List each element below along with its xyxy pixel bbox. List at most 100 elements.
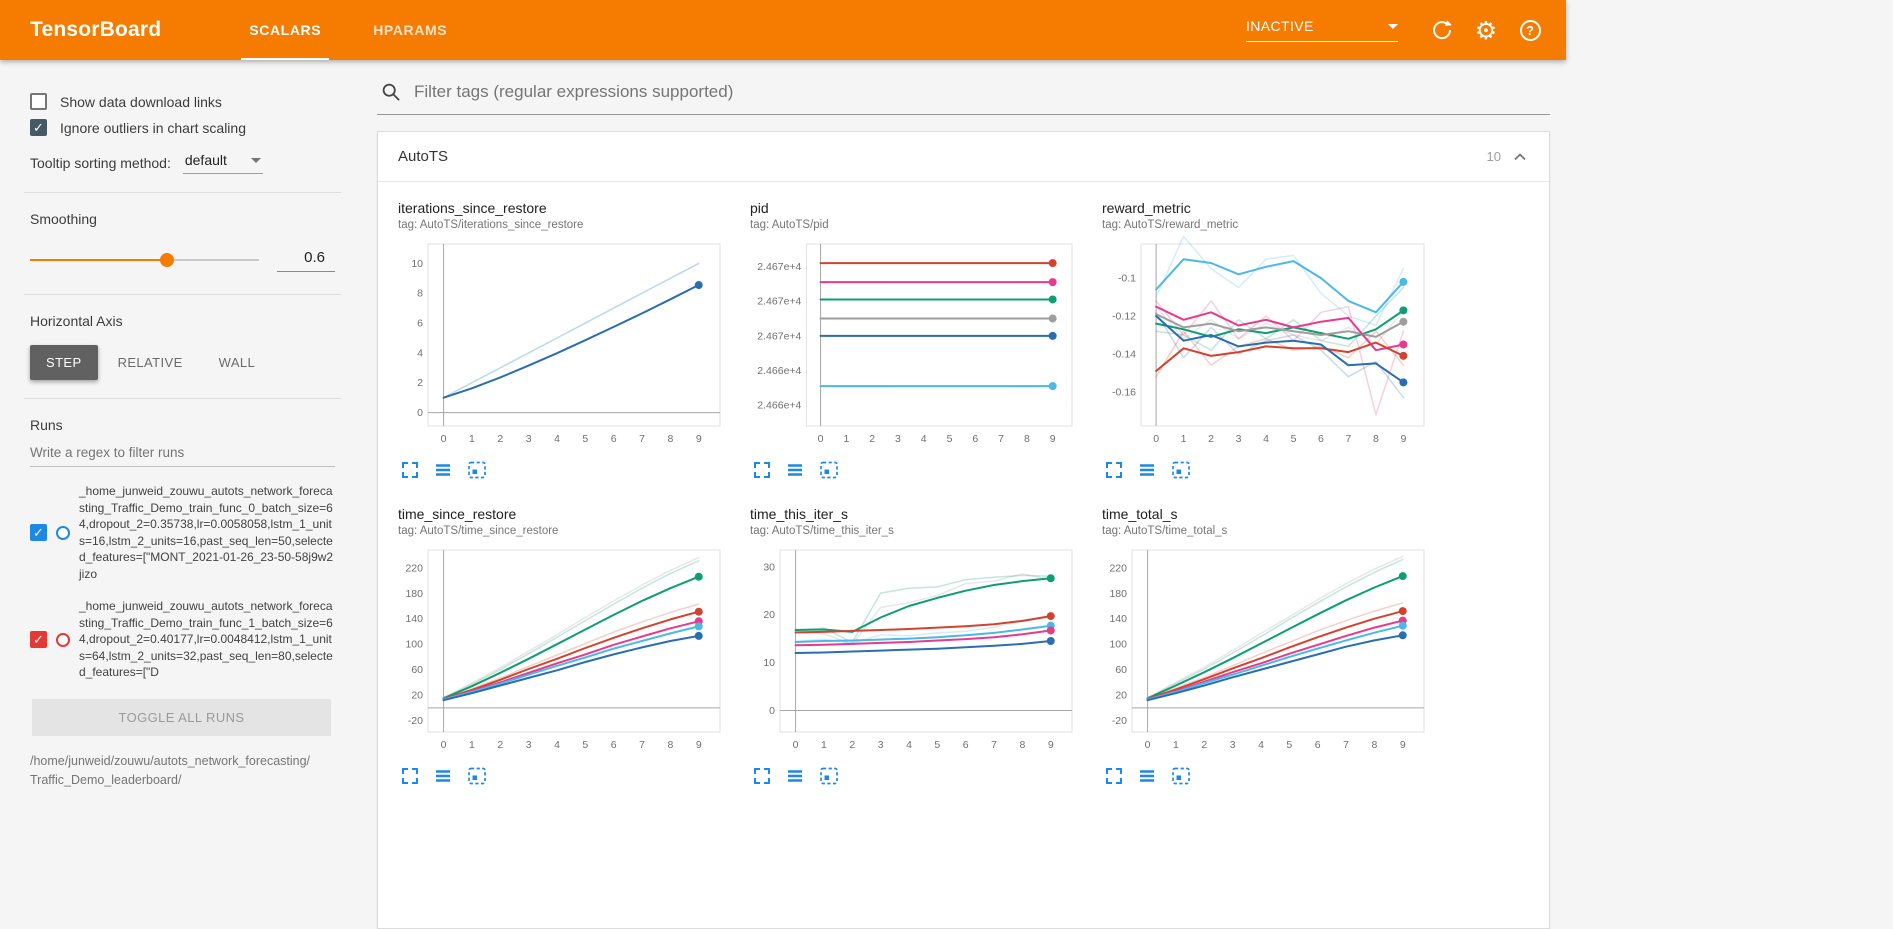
chart-tag: tag: AutoTS/time_this_iter_s: [750, 525, 894, 537]
help-button[interactable]: ?: [1516, 16, 1544, 44]
svg-text:1: 1: [1181, 433, 1187, 445]
svg-text:4: 4: [554, 433, 560, 445]
svg-text:7: 7: [991, 739, 997, 751]
toggle-y-axis-button[interactable]: [1137, 766, 1157, 786]
chart-plot-time_since_restore[interactable]: 220 180 140 100 60 20 -20 0 1 2 3 4 5 6 7 8 9: [398, 542, 728, 758]
toggle-y-axis-button[interactable]: [433, 460, 453, 480]
fit-domain-button[interactable]: [818, 766, 840, 786]
svg-text:8: 8: [1019, 739, 1025, 751]
smoothing-slider[interactable]: [30, 252, 259, 267]
chart-grid: iterations_since_restore tag: AutoTS/iter…: [378, 182, 1549, 794]
svg-text:0: 0: [1153, 433, 1159, 445]
toggle-y-axis-button[interactable]: [1137, 460, 1157, 480]
svg-text:7: 7: [1346, 433, 1352, 445]
toggle-y-axis-button[interactable]: [433, 766, 453, 786]
expand-icon: [402, 462, 418, 478]
svg-text:2.466e+4: 2.466e+4: [757, 365, 801, 377]
run-radio[interactable]: [56, 632, 70, 647]
toggle-y-axis-button[interactable]: [785, 460, 805, 480]
chart-card-time_this_iter_s: time_this_iter_s tag: AutoTS/time_this_it…: [742, 506, 1094, 786]
expand-icon: [1106, 768, 1122, 784]
run-radio[interactable]: [56, 525, 70, 540]
svg-text:-0.12: -0.12: [1112, 311, 1136, 323]
tag-filter-row: [377, 72, 1550, 115]
expand-chart-button[interactable]: [752, 460, 772, 480]
chart-toolbar: [400, 460, 734, 480]
fit-domain-icon: [468, 461, 486, 479]
expand-chart-button[interactable]: [1104, 460, 1124, 480]
toggle-all-runs-button[interactable]: TOGGLE ALL RUNS: [32, 699, 331, 737]
chart-tag: tag: AutoTS/reward_metric: [1102, 219, 1239, 231]
smoothing-slider-thumb[interactable]: [160, 252, 175, 267]
chart-title: pid: [750, 200, 769, 216]
run-checkbox[interactable]: ✓: [30, 524, 47, 542]
chart-card-time_since_restore: time_since_restore tag: AutoTS/time_since…: [390, 506, 742, 786]
expand-chart-button[interactable]: [752, 766, 772, 786]
svg-text:4: 4: [1263, 433, 1269, 445]
chart-plot-pid[interactable]: 2.467e+4 2.467e+4 2.467e+4 2.466e+4 2.466e+4…: [750, 236, 1080, 452]
svg-text:2.467e+4: 2.467e+4: [757, 261, 801, 273]
svg-text:0: 0: [769, 705, 775, 717]
chart-title: time_since_restore: [398, 506, 517, 522]
ignore-outliers-checkbox[interactable]: ✓ Ignore outliers in chart scaling: [30, 119, 335, 136]
svg-text:5: 5: [1286, 739, 1292, 751]
svg-text:220: 220: [405, 562, 423, 574]
chart-card-iterations_since_restore: iterations_since_restore tag: AutoTS/iter…: [390, 200, 742, 480]
collapse-section-button[interactable]: [1511, 148, 1529, 166]
chart-plot-reward_metric[interactable]: -0.1 -0.12 -0.14 -0.16 0 1 2 3 4 5 6 7 8 9: [1102, 236, 1432, 452]
show-download-links-checkbox[interactable]: Show data download links: [30, 93, 335, 110]
tooltip-sorting-select[interactable]: default: [182, 152, 263, 174]
tab-scalars[interactable]: SCALARS: [223, 0, 347, 60]
toggle-y-axis-button[interactable]: [785, 766, 805, 786]
run-checkbox[interactable]: ✓: [30, 631, 47, 649]
svg-text:1: 1: [843, 433, 849, 445]
expand-icon: [402, 768, 418, 784]
svg-text:2: 2: [849, 739, 855, 751]
svg-text:3: 3: [1236, 433, 1242, 445]
fit-domain-button[interactable]: [818, 460, 840, 480]
tab-hparams[interactable]: HPARAMS: [373, 22, 448, 38]
axis-wall-button[interactable]: WALL: [203, 345, 272, 380]
runs-filter-input[interactable]: [30, 437, 335, 467]
svg-text:2.467e+4: 2.467e+4: [757, 296, 801, 308]
horizontal-lines-icon: [436, 464, 450, 476]
smoothing-value-input[interactable]: [277, 247, 335, 272]
run-name: _home_junweid_zouwu_autots_network_forec…: [79, 599, 333, 680]
svg-text:0: 0: [1145, 739, 1151, 751]
expand-chart-button[interactable]: [1104, 766, 1124, 786]
svg-text:2: 2: [869, 433, 875, 445]
chart-title: iterations_since_restore: [398, 200, 547, 216]
svg-text:9: 9: [1048, 739, 1054, 751]
fit-domain-button[interactable]: [1170, 460, 1192, 480]
expand-chart-button[interactable]: [400, 460, 420, 480]
chart-plot-time_total_s[interactable]: 220 180 140 100 60 20 -20 0 1 2 3 4 5 6 7 8 9: [1102, 542, 1432, 758]
fit-domain-button[interactable]: [1170, 766, 1192, 786]
main-tabs: SCALARS HPARAMS: [223, 0, 473, 60]
expand-chart-button[interactable]: [400, 766, 420, 786]
horizontal-lines-icon: [1140, 464, 1154, 476]
help-icon: ?: [1519, 19, 1541, 41]
tag-filter-input[interactable]: [414, 82, 1546, 102]
refresh-button[interactable]: [1428, 16, 1456, 44]
fit-domain-button[interactable]: [466, 766, 488, 786]
reload-status-dropdown[interactable]: INACTIVE: [1246, 18, 1398, 42]
checkbox-checked-icon: ✓: [30, 119, 47, 136]
autots-card-header[interactable]: AutoTS 10: [378, 132, 1549, 182]
svg-text:4: 4: [906, 739, 912, 751]
axis-relative-button[interactable]: RELATIVE: [102, 345, 199, 380]
settings-button[interactable]: ⚙: [1472, 16, 1500, 44]
chart-title: time_this_iter_s: [750, 506, 849, 522]
chart-toolbar: [1104, 460, 1438, 480]
logdir-path: /home/junweid/zouwu/autots_network_forec…: [30, 754, 311, 787]
chart-plot-iterations_since_restore[interactable]: 0 2 4 6 8 10 0 1 2 3 4 5 6 7 8 9: [398, 236, 728, 452]
search-icon: [382, 83, 400, 101]
svg-text:5: 5: [582, 433, 588, 445]
checkbox-unchecked-icon: [30, 93, 47, 110]
axis-step-button[interactable]: STEP: [30, 345, 98, 380]
horizontal-lines-icon: [1140, 770, 1154, 782]
chart-plot-time_this_iter_s[interactable]: 30 20 10 0 0 1 2 3 4 5 6 7 8 9: [750, 542, 1080, 758]
fit-domain-button[interactable]: [466, 460, 488, 480]
svg-text:8: 8: [1024, 433, 1030, 445]
svg-text:60: 60: [411, 664, 423, 676]
svg-text:3: 3: [878, 739, 884, 751]
